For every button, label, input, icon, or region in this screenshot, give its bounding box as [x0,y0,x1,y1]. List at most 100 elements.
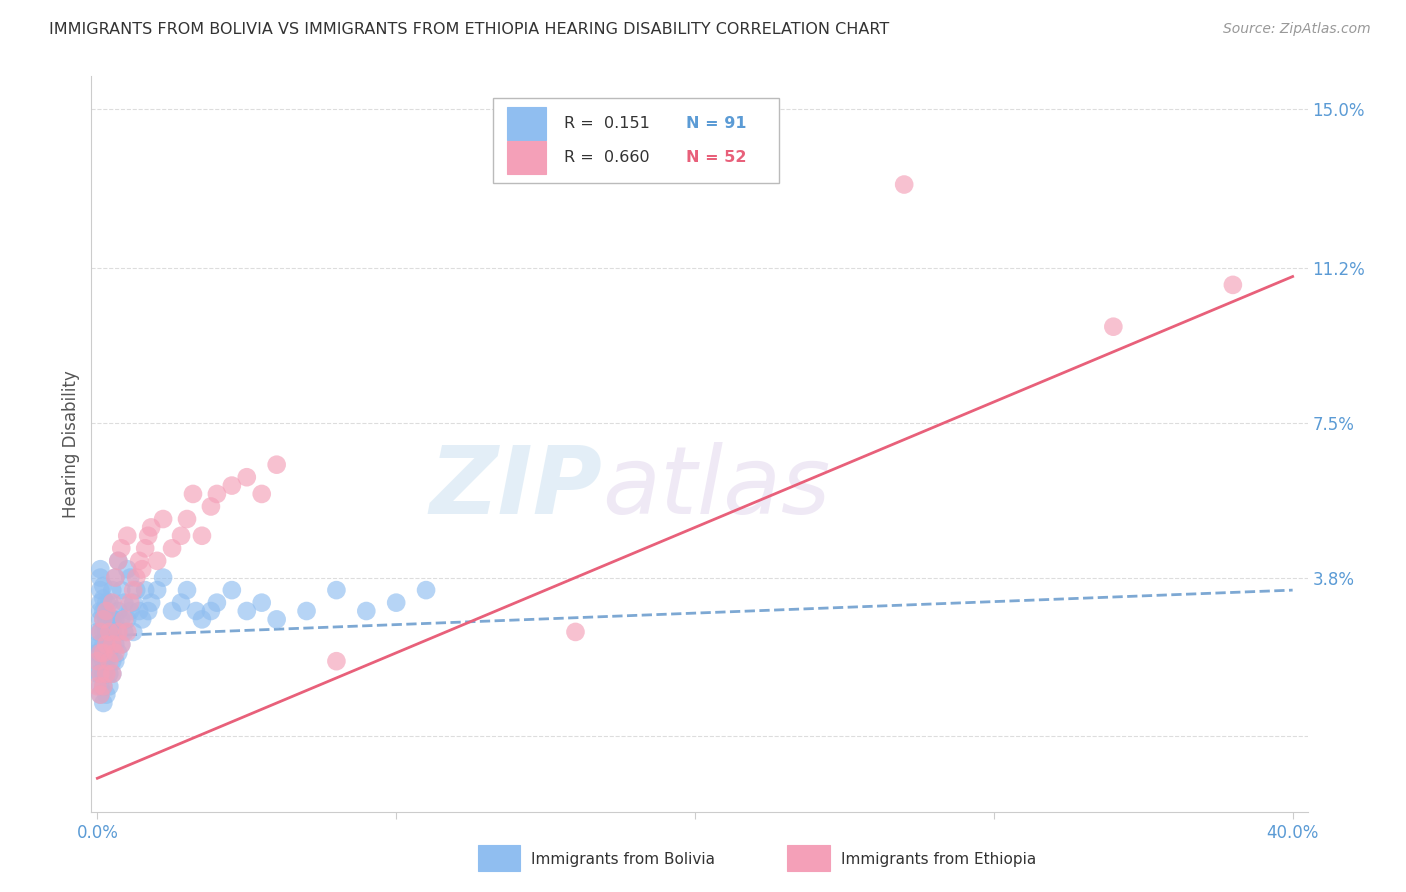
Point [86,654,108,668]
Point [141,520,163,534]
Point [110,637,132,651]
Point [86,646,108,660]
Point [93,679,115,693]
Point [266,458,288,472]
Point [89,646,111,660]
Point [89,571,111,585]
Text: Immigrants from Ethiopia: Immigrants from Ethiopia [841,853,1036,867]
Point [96,637,118,651]
Point [89,637,111,651]
Point [170,529,193,543]
Point [107,604,129,618]
Point [89,612,111,626]
Point [385,596,408,610]
Point [120,604,142,618]
Point [104,571,127,585]
Point [136,604,159,618]
Text: N = 52: N = 52 [686,150,747,165]
Point [101,637,124,651]
Point [146,583,169,598]
Point [89,654,111,668]
Point [295,604,318,618]
Point [101,654,124,668]
Text: R =  0.151: R = 0.151 [564,116,651,131]
Point [89,604,111,618]
Point [107,624,129,639]
Point [107,646,129,660]
Point [86,624,108,639]
Point [96,666,118,681]
Point [107,554,129,568]
Point [250,487,273,501]
Point [221,478,243,492]
Point [86,654,108,668]
Point [93,666,115,681]
Point [205,487,228,501]
Point [93,591,115,606]
Point [134,583,156,598]
Point [134,541,156,556]
Point [221,583,243,598]
Point [96,666,118,681]
Point [86,666,108,681]
Point [96,624,118,639]
Point [125,583,148,598]
Point [98,624,121,639]
Point [564,624,586,639]
Point [191,529,214,543]
Point [89,666,111,681]
Point [104,646,127,660]
Point [128,554,150,568]
Text: N = 91: N = 91 [686,116,747,131]
Point [356,604,378,618]
Point [89,688,111,702]
Point [146,554,169,568]
Point [89,624,111,639]
Point [101,624,124,639]
Point [110,637,132,651]
Point [266,612,288,626]
Text: Source: ZipAtlas.com: Source: ZipAtlas.com [1223,22,1371,37]
Point [86,637,108,651]
Point [122,624,145,639]
Point [122,596,145,610]
Point [93,637,115,651]
Point [101,666,124,681]
Point [131,562,153,576]
FancyBboxPatch shape [492,98,779,183]
Point [98,666,121,681]
Point [181,487,204,501]
Point [117,529,139,543]
Point [205,596,228,610]
Point [96,604,118,618]
Point [236,470,259,484]
Point [122,583,145,598]
Point [89,583,111,598]
Point [86,679,108,693]
Point [152,571,174,585]
Point [93,679,115,693]
Point [110,583,132,598]
Point [101,637,124,651]
Point [98,654,121,668]
Point [176,512,198,526]
Point [101,612,124,626]
Text: ZIP: ZIP [429,442,602,534]
Point [98,612,121,626]
Point [120,596,142,610]
Point [117,562,139,576]
Point [96,654,118,668]
Point [89,666,111,681]
Point [93,624,115,639]
Text: Immigrants from Bolivia: Immigrants from Bolivia [531,853,716,867]
Point [89,624,111,639]
Point [112,596,135,610]
Point [104,612,127,626]
Point [236,604,259,618]
Point [200,604,222,618]
Point [89,646,111,660]
Point [101,583,124,598]
Point [125,571,148,585]
Bar [508,141,547,174]
Point [325,654,347,668]
